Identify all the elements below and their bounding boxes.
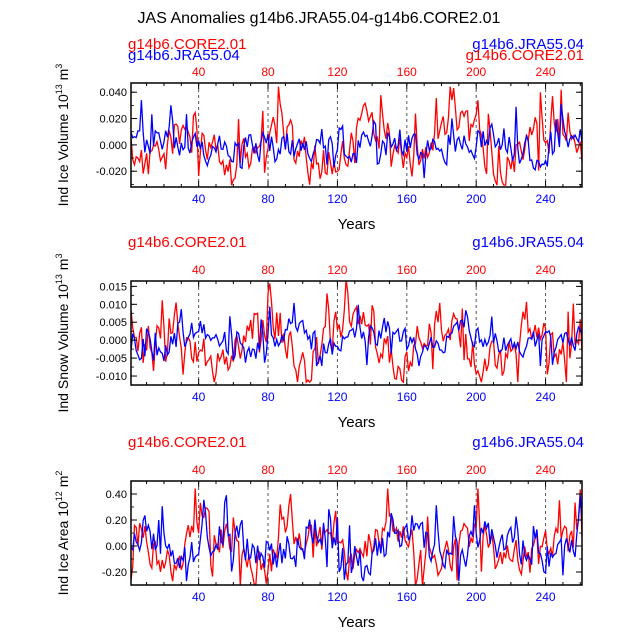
x-tick-label-top: 120: [327, 263, 347, 277]
series-line-core: [131, 488, 582, 585]
panel-ice-area: -0.20 0.00 0.20 0.40 40 40 80 80 120 120 160 160 200…: [54, 434, 584, 631]
x-tick-label-bottom: 240: [536, 390, 556, 404]
y-tick-label: -0.005: [96, 353, 127, 365]
y-tick-label: 0.005: [99, 317, 127, 329]
x-axis-title: Years: [338, 414, 376, 431]
x-tick-label-bottom: 200: [466, 390, 486, 404]
x-tick-label-bottom: 240: [536, 192, 556, 206]
y-tick-label: -0.20: [102, 567, 127, 579]
series-label-right: g14b6.CORE2.01: [466, 47, 584, 64]
x-tick-label-top: 80: [261, 263, 275, 277]
x-tick-label-top: 160: [397, 463, 417, 477]
series-label-right: g14b6.JRA55.04: [472, 234, 584, 251]
series-label-left: g14b6.CORE2.01: [128, 234, 246, 251]
x-tick-label-top: 200: [466, 65, 486, 79]
x-tick-label-bottom: 80: [261, 390, 275, 404]
y-tick-label: 0.010: [99, 299, 127, 311]
x-tick-label-bottom: 160: [397, 390, 417, 404]
series-line-jra: [131, 100, 582, 179]
series-label-left: g14b6.JRA55.04: [128, 47, 240, 64]
plot-frame: [130, 280, 583, 386]
x-tick-label-top: 160: [397, 65, 417, 79]
x-tick-label-top: 120: [327, 463, 347, 477]
series-label-left: g14b6.CORE2.01: [128, 36, 246, 53]
y-tick-label: 0.040: [99, 87, 127, 99]
y-tick-label: -0.020: [96, 166, 127, 178]
x-tick-label-top: 40: [192, 263, 206, 277]
x-tick-label-top: 120: [327, 65, 347, 79]
x-tick-label-bottom: 120: [327, 192, 347, 206]
y-axis-title: Ind Ice Volume 1013 m3: [54, 64, 71, 207]
x-tick-label-top: 160: [397, 263, 417, 277]
x-tick-label-bottom: 200: [466, 192, 486, 206]
panel-snow-volume: -0.010 -0.005 0.000 0.005 0.010 0.015 40 40 80 80…: [54, 234, 584, 431]
x-tick-label-bottom: 160: [397, 590, 417, 604]
x-tick-label-top: 240: [536, 65, 556, 79]
y-tick-label: 0.015: [99, 281, 127, 293]
x-tick-label-top: 40: [192, 463, 206, 477]
series-label-right: g14b6.JRA55.04: [472, 434, 584, 451]
x-tick-label-top: 80: [261, 463, 275, 477]
x-tick-label-bottom: 120: [327, 590, 347, 604]
x-tick-label-top: 240: [536, 263, 556, 277]
series-line-jra: [131, 302, 582, 367]
y-tick-label: 0.00: [106, 541, 127, 553]
x-tick-label-bottom: 40: [192, 390, 206, 404]
series-label-left: g14b6.CORE2.01: [128, 434, 246, 451]
y-tick-label: 0.020: [99, 114, 127, 126]
x-tick-label-top: 200: [466, 463, 486, 477]
y-tick-label: 0.000: [99, 335, 127, 347]
x-tick-label-bottom: 40: [192, 192, 206, 206]
series-line-jra: [131, 495, 582, 582]
x-tick-label-top: 200: [466, 263, 486, 277]
x-tick-label-top: 80: [261, 65, 275, 79]
x-tick-label-bottom: 80: [261, 192, 275, 206]
x-axis-title: Years: [338, 216, 376, 233]
y-tick-label: 0.000: [99, 140, 127, 152]
x-tick-label-bottom: 240: [536, 590, 556, 604]
y-axis-title: Ind Snow Volume 1013 m3: [54, 253, 71, 412]
series-line-core: [131, 86, 582, 186]
x-tick-label-bottom: 200: [466, 590, 486, 604]
chart-title: JAS Anomalies g14b6.JRA55.04-g14b6.CORE2…: [138, 10, 501, 27]
x-tick-label-top: 40: [192, 65, 206, 79]
x-tick-label-bottom: 40: [192, 590, 206, 604]
y-axis-title: Ind Ice Area 1012 m2: [54, 471, 71, 596]
plot-frame: [130, 82, 583, 188]
y-tick-label: 0.40: [106, 489, 127, 501]
y-tick-label: 0.20: [106, 515, 127, 527]
x-tick-label-top: 240: [536, 463, 556, 477]
x-tick-label-bottom: 160: [397, 192, 417, 206]
x-tick-label-bottom: 120: [327, 390, 347, 404]
series-line-core: [131, 281, 582, 384]
x-axis-title: Years: [338, 614, 376, 631]
series-label-right: g14b6.JRA55.04: [472, 36, 584, 53]
panel-ice-volume: -0.020 0.000 0.020 0.040 40 40 80 80 120 120 160 16…: [54, 36, 584, 233]
y-tick-label: -0.010: [96, 371, 127, 383]
x-tick-label-bottom: 80: [261, 590, 275, 604]
